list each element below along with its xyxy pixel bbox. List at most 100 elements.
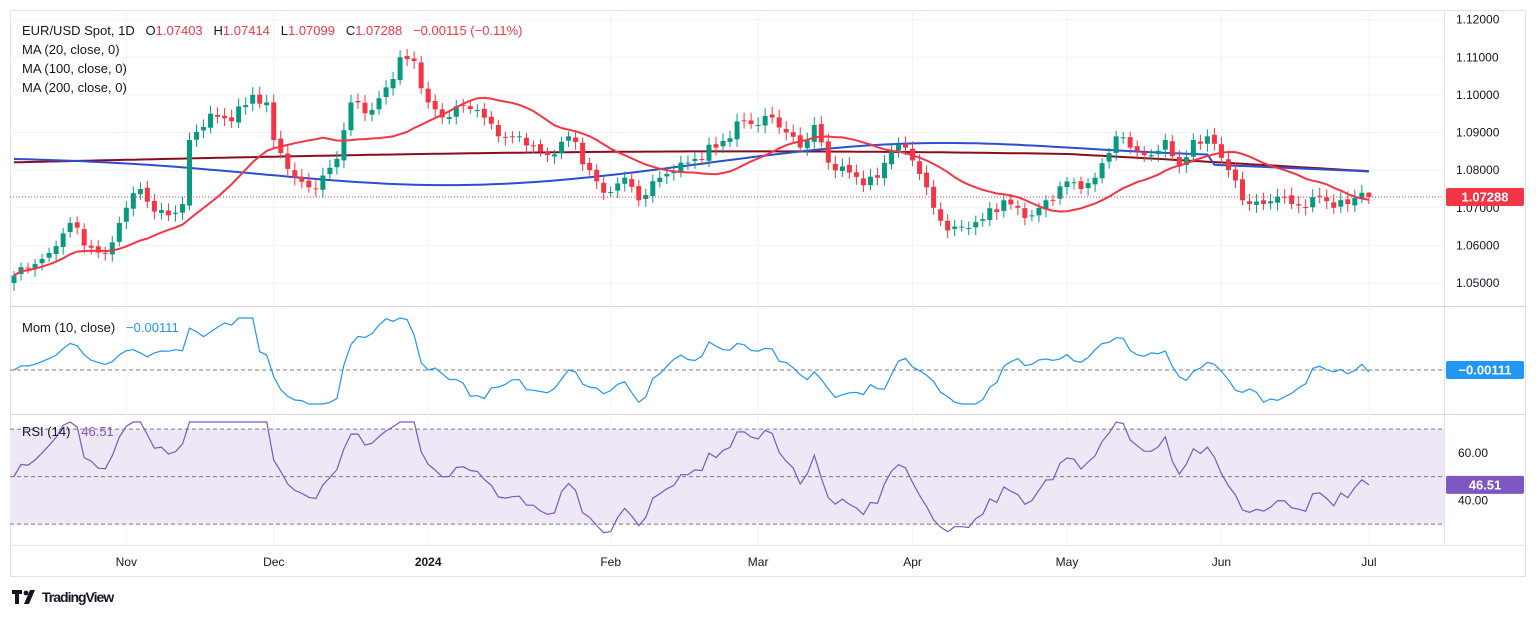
candle-body [1324,197,1330,202]
candle-body [257,94,263,104]
candle-body [881,162,887,179]
candle-body [643,195,649,200]
open-value: 1.07403 [155,23,203,38]
rsi-line [13,421,1370,534]
candle-body [25,267,31,269]
candle-body [432,100,438,110]
candle-body [594,169,600,182]
candle-body [292,170,298,178]
momentum-badge: −0.00111 [1446,361,1524,379]
symbol-title[interactable]: EUR/USD Spot, 1D [22,23,135,38]
candle-body [1317,195,1323,197]
candle-body [1282,196,1288,198]
candle-body [987,208,993,221]
candle-body [530,145,536,147]
candle-body [692,158,698,162]
candle-body [1134,146,1140,152]
ma100-path [13,142,1369,187]
candle-body [629,179,635,187]
candle-body [1247,201,1253,204]
candle-body [741,120,747,122]
candle-body [1141,151,1147,156]
momentum-line [13,317,1370,405]
candle-body [552,154,558,157]
candle-body [488,116,494,124]
momentum-pane[interactable] [10,317,1444,405]
candle-body [783,128,789,133]
candle-body [615,183,621,191]
candle-body [88,245,94,248]
candle-body [201,127,207,131]
candle-body [664,173,670,177]
candle-body [383,87,389,98]
candle-body [945,220,951,231]
candle-body [839,166,845,172]
open-label: O [145,23,156,38]
candle-body [467,106,473,110]
time-tick-label: Feb [600,555,621,569]
momentum-legend[interactable]: Mom (10, close) −0.00111 [22,318,179,337]
ohlc-legend: EUR/USD Spot, 1D O1.07403 H1.07414 L1.07… [22,21,522,40]
candle-body [1183,157,1189,166]
candle-body [187,140,192,206]
candle-body [727,138,733,142]
candle-body [1092,177,1098,185]
candle-body [867,176,873,186]
ma20-path [13,96,1370,277]
momentum-label: Mom (10, close) [22,320,116,335]
candle-body [60,233,66,247]
tradingview-logo-text: TradingView [42,589,114,605]
candle-body [355,100,361,103]
candle-body [1022,208,1028,218]
candle-body [622,177,628,184]
time-tick-label: Apr [903,555,922,569]
candle-body [720,140,726,147]
candle-body [650,181,656,197]
rsi-badge: 46.51 [1446,475,1524,494]
candle-body [158,210,164,213]
ma100-line [13,142,1369,187]
candle-body [776,117,782,128]
candle-body [411,58,417,62]
ma200-legend[interactable]: MA (200, close, 0) [22,80,127,95]
candle-body [523,137,529,146]
candle-body [95,246,101,253]
rsi-legend[interactable]: RSI (14) 46.51 [22,422,114,441]
candle-body [896,144,902,151]
rsi-pane[interactable] [10,421,1444,534]
candle-body [952,226,958,229]
candle-body [1190,140,1196,157]
candle-body [102,252,108,254]
candle-body [74,222,80,228]
candle-body [917,161,923,174]
candle-body [334,158,340,168]
price-badge-text: 1.07288 [1462,189,1509,204]
candle-body [243,105,249,108]
candle-body [1169,141,1175,157]
candle-body [109,242,115,255]
rsi-label: RSI (14) [22,424,71,439]
candlestick-series[interactable] [11,49,1372,291]
momentum-value: −0.00111 [126,320,179,335]
candle-body [1204,136,1210,144]
candle-body [313,188,319,190]
candle-body [327,167,333,175]
candle-body [222,115,228,119]
candle-body [1211,134,1217,144]
candle-body [811,125,817,142]
rsi-badge-text: 46.51 [1469,477,1502,492]
candle-body [1148,155,1154,157]
candle-body [853,172,859,177]
candle-body [825,141,831,163]
candle-body [1261,200,1267,205]
price-tick-label: 1.12000 [1456,13,1500,27]
price-tick-label: 1.11000 [1456,50,1499,64]
candle-body [397,57,403,81]
time-tick-label: Dec [263,555,284,569]
tradingview-logo[interactable]: TradingView [12,589,114,605]
ma100-legend[interactable]: MA (100, close, 0) [22,61,127,76]
candle-body [53,246,59,255]
ma20-legend[interactable]: MA (20, close, 0) [22,42,120,57]
candle-body [685,162,691,164]
